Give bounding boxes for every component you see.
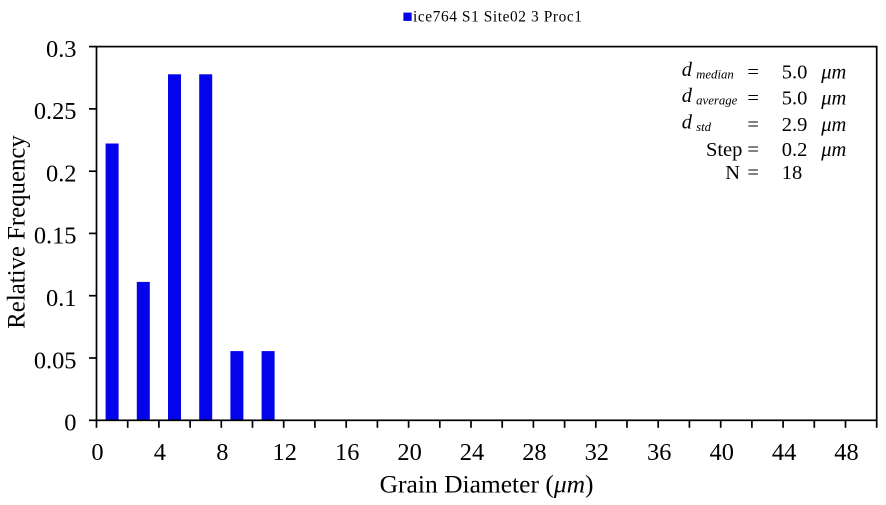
svg-text:48: 48: [834, 439, 858, 466]
svg-text:5.0: 5.0: [782, 87, 808, 109]
svg-text:32: 32: [585, 439, 609, 466]
svg-text:=: =: [747, 61, 759, 83]
svg-text:0: 0: [91, 439, 103, 466]
svg-text:=: =: [747, 162, 759, 184]
svg-text:μm: μm: [820, 87, 846, 109]
svg-text:0.15: 0.15: [34, 223, 77, 250]
svg-text:=: =: [747, 139, 759, 161]
svg-text:20: 20: [397, 439, 421, 466]
svg-text:28: 28: [522, 439, 546, 466]
svg-text:4: 4: [154, 439, 166, 466]
svg-text:ice764 S1 Site02 3 Proc1: ice764 S1 Site02 3 Proc1: [413, 8, 583, 25]
svg-text:=: =: [747, 87, 759, 109]
svg-text:12: 12: [273, 439, 297, 466]
svg-text:16: 16: [335, 439, 359, 466]
svg-text:μm: μm: [820, 114, 846, 136]
svg-text:Step: Step: [706, 139, 742, 161]
svg-text:2.9: 2.9: [782, 114, 808, 136]
svg-text:0.3: 0.3: [46, 36, 77, 63]
svg-text:Relative Frequency: Relative Frequency: [4, 135, 31, 329]
svg-text:24: 24: [460, 439, 484, 466]
svg-text:0: 0: [64, 410, 76, 437]
svg-text:40: 40: [710, 439, 734, 466]
svg-text:44: 44: [772, 439, 796, 466]
svg-text:=: =: [747, 114, 759, 136]
svg-text:5.0: 5.0: [782, 61, 808, 83]
svg-text:0.2: 0.2: [46, 161, 77, 188]
svg-text:N: N: [725, 162, 740, 184]
svg-text:μm: μm: [820, 61, 846, 83]
svg-text:0.2: 0.2: [782, 139, 808, 161]
svg-text:Grain Diameter (μm): Grain Diameter (μm): [380, 469, 594, 498]
svg-text:18: 18: [782, 162, 803, 184]
svg-text:μm: μm: [820, 139, 846, 161]
svg-text:0.05: 0.05: [34, 347, 77, 374]
svg-text:36: 36: [647, 439, 671, 466]
svg-text:8: 8: [216, 439, 228, 466]
svg-text:0.1: 0.1: [46, 285, 77, 312]
svg-text:0.25: 0.25: [34, 98, 77, 125]
